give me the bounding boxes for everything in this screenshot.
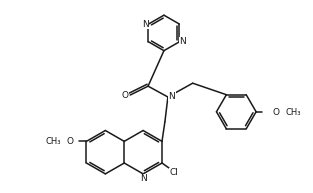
Text: O: O xyxy=(122,91,129,100)
Text: N: N xyxy=(168,91,175,101)
Text: N: N xyxy=(142,19,149,29)
Text: O: O xyxy=(272,108,280,117)
Text: N: N xyxy=(179,37,186,46)
Text: CH₃: CH₃ xyxy=(286,108,301,117)
Text: CH₃: CH₃ xyxy=(45,137,61,146)
Text: Cl: Cl xyxy=(169,168,178,177)
Text: O: O xyxy=(67,137,74,146)
Text: N: N xyxy=(140,174,146,183)
